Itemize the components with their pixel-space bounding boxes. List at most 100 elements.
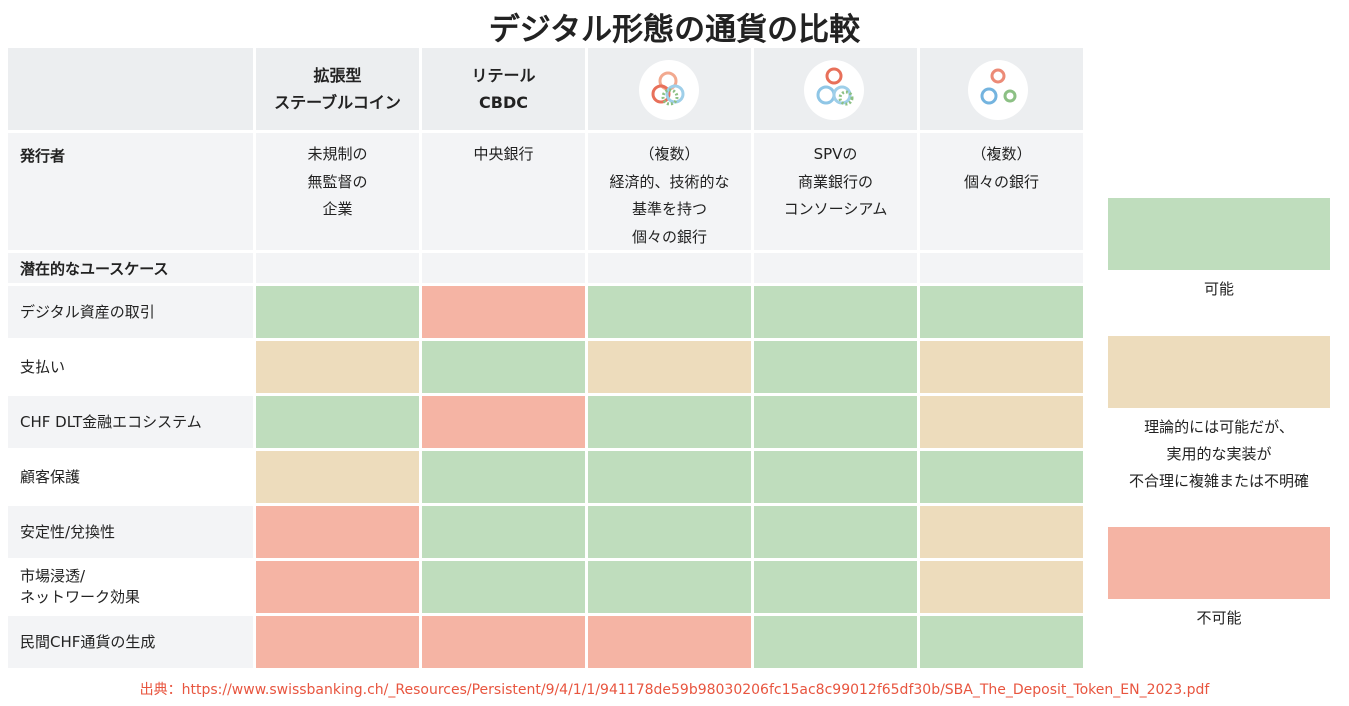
section-cell [256, 253, 419, 283]
text-line: （複数） [971, 145, 1032, 163]
section-cell [588, 253, 751, 283]
status-cell [754, 396, 917, 448]
text-line: 個々の銀行 [963, 172, 1039, 191]
legend-swatch [1108, 336, 1330, 408]
text-line: 個々の銀行 [631, 227, 707, 246]
status-cell [256, 396, 419, 448]
text-line: 安定性/兌換性 [20, 522, 116, 541]
text-line: ステーブルコイン [274, 93, 401, 112]
status-cell [588, 616, 751, 668]
text-line: 顧客保護 [20, 467, 81, 486]
text-line: コンソーシアム [783, 200, 888, 218]
status-cell [920, 506, 1083, 558]
source: 出典：https://www.swissbanking.ch/_Resource… [139, 682, 1210, 698]
header-cell: 拡張型ステーブルコイン [256, 48, 419, 130]
status-cell [422, 286, 585, 338]
header-cell [754, 48, 917, 130]
status-cell [588, 561, 751, 613]
issuer-cell: （複数） 経済的、技術的な 基準を持つ 個々の銀行 [588, 133, 751, 250]
text-line: 経済的、技術的な [609, 172, 730, 191]
header-cell [920, 48, 1083, 130]
status-cell [754, 451, 917, 503]
status-cell [920, 341, 1083, 393]
text-line: CHF DLT金融エコシステム [20, 412, 202, 431]
section-cell [754, 253, 917, 283]
status-cell [588, 396, 751, 448]
status-cell [754, 561, 917, 613]
status-cell [256, 561, 419, 613]
text-line: 支払い [20, 357, 66, 376]
legend-swatch [1108, 527, 1330, 599]
row-label: デジタル資産の取引 [8, 286, 253, 338]
status-cell [422, 561, 585, 613]
legend-text: 可能 [1100, 276, 1338, 366]
text-line: CBDC [479, 93, 528, 112]
text-line: 無監督の [307, 172, 368, 191]
status-cell [754, 286, 917, 338]
status-cell [588, 451, 751, 503]
legend-text: 理論的には可能だが、 実用的な実装が不合理に複雑または不明確 [1100, 414, 1338, 504]
status-cell [754, 506, 917, 558]
status-cell [256, 506, 419, 558]
legend-swatch [1108, 198, 1330, 270]
row-label: CHF DLT金融エコシステム [8, 396, 253, 448]
row-label: 顧客保護 [8, 451, 253, 503]
section-label-text: 潜在的なユースケース [20, 259, 169, 278]
status-cell [588, 286, 751, 338]
text-line: 企業 [322, 200, 353, 218]
text-line: 未規制の [307, 145, 368, 163]
status-cell [422, 396, 585, 448]
text-line: 拡張型 [313, 66, 362, 85]
status-cell [588, 341, 751, 393]
status-cell [920, 396, 1083, 448]
row-label: 発行者 [20, 147, 66, 165]
status-cell [422, 506, 585, 558]
legend-text: 不可能 [1100, 605, 1338, 695]
header-cell: リテール CBDC [422, 48, 585, 130]
text-line: 理論的には可能だが、 [1144, 418, 1294, 436]
text-line: 市場浸透/ [20, 567, 86, 585]
status-cell [256, 616, 419, 668]
status-cell [920, 286, 1083, 338]
issuer-cell: 未規制の無監督の企業 [256, 133, 419, 250]
status-cell [422, 341, 585, 393]
text-line: SPVの [813, 145, 858, 163]
text-line: ネットワーク効果 [20, 588, 141, 606]
text-line: 商業銀行の [797, 172, 873, 191]
issuer-cell: SPVの商業銀行のコンソーシアム [754, 133, 917, 250]
text-line: （複数） [639, 145, 700, 163]
text-line: 不可能 [1196, 609, 1242, 627]
status-cell [920, 561, 1083, 613]
text-line: リテール [471, 66, 536, 85]
header-blank [8, 48, 253, 130]
row-label: 民間CHF通貨の生成 [8, 616, 253, 668]
status-cell [422, 616, 585, 668]
section-cell [920, 253, 1083, 283]
section-label: 潜在的なユースケース [8, 253, 253, 283]
text-line: 中央銀行 [473, 145, 534, 163]
row-label: 支払い [8, 341, 253, 393]
status-cell [754, 341, 917, 393]
status-cell [588, 506, 751, 558]
status-cell [256, 341, 419, 393]
text-line: 実用的な実装が [1166, 445, 1272, 463]
text-line: 可能 [1203, 280, 1234, 298]
status-cell [422, 451, 585, 503]
status-cell [754, 616, 917, 668]
status-cell [920, 451, 1083, 503]
status-cell [256, 286, 419, 338]
text-line: デジタル資産の取引 [20, 302, 155, 321]
status-cell [920, 616, 1083, 668]
row-label: 安定性/兌換性 [8, 506, 253, 558]
row-label: 市場浸透/ネットワーク効果 [8, 561, 253, 613]
title: デジタル形態の通貨の比較 [488, 12, 861, 48]
issuer-cell: （複数） 個々の銀行 [920, 133, 1083, 250]
section-cell [422, 253, 585, 283]
status-cell [256, 451, 419, 503]
header-cell [588, 48, 751, 130]
text-line: 不合理に複雑または不明確 [1128, 472, 1309, 490]
text-line: 民間CHF通貨の生成 [20, 632, 156, 651]
issuer-label: 発行者 [8, 133, 253, 250]
issuer-cell: 中央銀行 [422, 133, 585, 250]
